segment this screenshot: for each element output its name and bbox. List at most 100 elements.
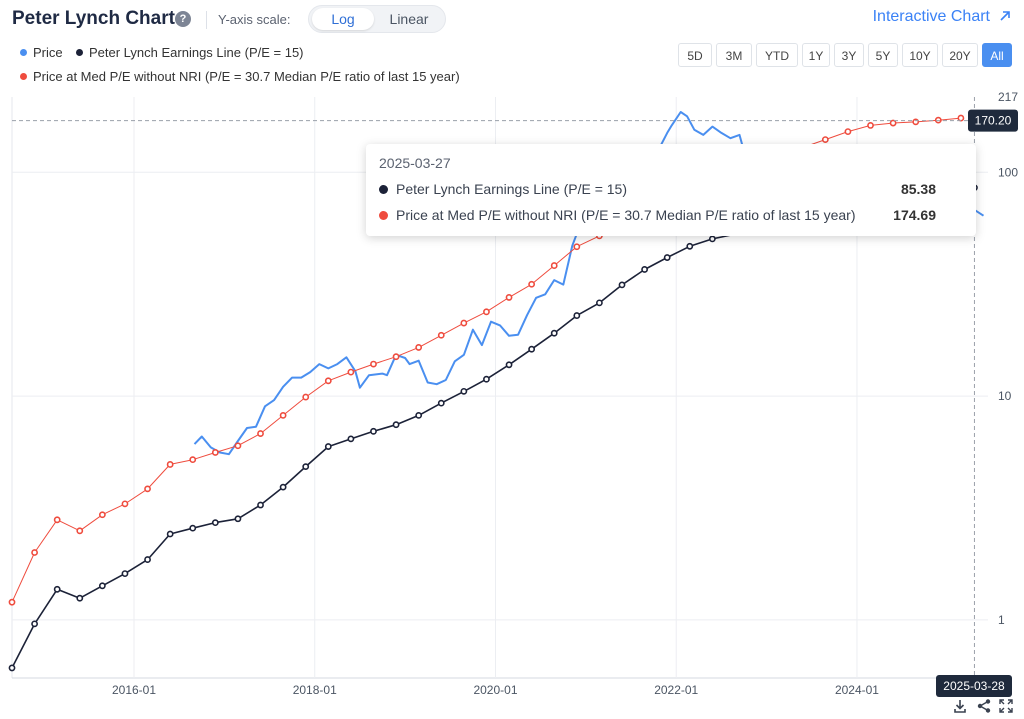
crosshair-date-label: 2025-03-28 (943, 679, 1005, 693)
data-point-marker (392, 421, 400, 429)
legend-dot-icon (20, 73, 27, 80)
data-point-marker (370, 360, 377, 368)
data-point-marker (460, 319, 468, 327)
series-line-1 (11, 186, 975, 669)
data-point-marker (505, 361, 513, 369)
data-point-marker (279, 411, 287, 419)
tooltip-row-label: Price at Med P/E without NRI (P/E = 30.7… (396, 207, 856, 223)
data-point-marker (957, 114, 965, 122)
x-tick-label: 2024-01 (835, 683, 879, 697)
data-point-marker (257, 430, 264, 437)
y-tick-label: 217 (998, 90, 1018, 104)
chart-title: Peter Lynch Chart (12, 8, 175, 29)
crosshair-price-box (968, 109, 1018, 132)
data-point-marker (257, 501, 264, 509)
range-button-5d[interactable]: 5D (678, 43, 712, 67)
data-point-marker (550, 262, 558, 269)
data-point-marker (189, 456, 197, 464)
data-point-marker (211, 519, 219, 527)
data-point-marker (483, 375, 490, 383)
tooltip-dot-icon (379, 185, 388, 194)
data-point-marker (347, 368, 355, 376)
data-point-marker (98, 582, 106, 590)
data-point-marker (76, 594, 84, 602)
data-point-marker (98, 511, 106, 519)
data-point-marker (663, 254, 671, 261)
data-point-marker (596, 299, 603, 307)
data-point-marker (31, 620, 38, 628)
chart-header: Peter Lynch Chart ? Y-axis scale: Log Li… (0, 0, 1024, 40)
scale-log-button[interactable]: Log (312, 8, 374, 30)
data-point-marker (211, 449, 219, 456)
range-button-ytd[interactable]: YTD (756, 43, 798, 67)
fullscreen-icon[interactable] (998, 698, 1014, 714)
chart-toolbar (938, 698, 1018, 714)
download-icon[interactable] (952, 698, 968, 714)
data-point-marker (641, 266, 648, 273)
range-button-5y[interactable]: 5Y (868, 43, 898, 67)
data-point-marker (53, 585, 61, 593)
tooltip-row-median-pe: Price at Med P/E without NRI (P/E = 30.7… (379, 207, 936, 223)
data-point-marker (302, 463, 310, 471)
y-tick-label: 10 (998, 389, 1012, 403)
range-button-all[interactable]: All (982, 43, 1012, 67)
y-tick-label: 100 (998, 165, 1018, 179)
data-point-marker (121, 500, 129, 508)
share-icon[interactable] (976, 698, 992, 714)
data-point-marker (821, 136, 829, 143)
data-point-marker (844, 128, 852, 136)
x-tick-label: 2020-01 (473, 683, 517, 697)
data-point-marker (31, 549, 38, 556)
legend-dot-icon (20, 49, 27, 56)
interactive-chart-link[interactable]: Interactive Chart (872, 8, 990, 25)
y-axis-scale-toggle: Log Linear (308, 5, 446, 33)
crosshair-date-box (936, 675, 1012, 697)
data-point-marker (144, 485, 151, 493)
data-point-marker (8, 598, 16, 606)
legend-item-price[interactable]: Price (20, 45, 63, 60)
data-point-marker (76, 527, 84, 535)
legend-label: Price (33, 45, 63, 60)
x-tick-label: 2016-01 (112, 683, 156, 697)
data-point-marker (686, 242, 694, 250)
legend-label: Price at Med P/E without NRI (P/E = 30.7… (33, 69, 460, 84)
tooltip-date: 2025-03-27 (379, 155, 451, 171)
legend-item-median-pe[interactable]: Price at Med P/E without NRI (P/E = 30.7… (20, 69, 460, 84)
legend-item-earnings-line[interactable]: Peter Lynch Earnings Line (P/E = 15) (76, 45, 304, 60)
data-point-marker (415, 344, 423, 351)
data-point-marker (573, 243, 581, 251)
data-point-marker (528, 280, 536, 288)
data-point-marker (573, 312, 581, 319)
x-tick-label: 2018-01 (293, 683, 337, 697)
data-point-marker (234, 442, 242, 450)
crosshair-price-label: 170.20 (975, 114, 1012, 128)
data-point-marker (302, 393, 310, 401)
legend-dot-icon (76, 49, 83, 56)
x-tick-label: 2022-01 (654, 683, 698, 697)
y-axis-scale-label: Y-axis scale: (218, 12, 291, 27)
data-point-marker (166, 461, 174, 468)
data-point-marker (528, 345, 536, 353)
external-link-icon[interactable] (998, 9, 1012, 23)
data-point-marker (437, 399, 445, 407)
data-point-marker (889, 119, 897, 127)
data-point-marker (618, 281, 626, 289)
range-button-20y[interactable]: 20Y (942, 43, 978, 67)
tooltip-row-value: 174.69 (893, 207, 936, 223)
header-divider (206, 11, 207, 29)
data-point-marker (189, 524, 197, 532)
data-point-marker (708, 235, 716, 243)
data-point-marker (437, 331, 445, 339)
range-button-3m[interactable]: 3M (716, 43, 752, 67)
data-point-marker (347, 435, 355, 443)
data-point-marker (166, 530, 174, 538)
data-point-marker (53, 516, 61, 524)
help-icon[interactable]: ? (175, 11, 191, 27)
tooltip-dot-icon (379, 211, 388, 220)
range-button-3y[interactable]: 3Y (834, 43, 864, 67)
range-button-1y[interactable]: 1Y (802, 43, 830, 67)
data-point-marker (144, 556, 151, 563)
range-button-10y[interactable]: 10Y (902, 43, 938, 67)
scale-linear-button[interactable]: Linear (389, 11, 429, 27)
